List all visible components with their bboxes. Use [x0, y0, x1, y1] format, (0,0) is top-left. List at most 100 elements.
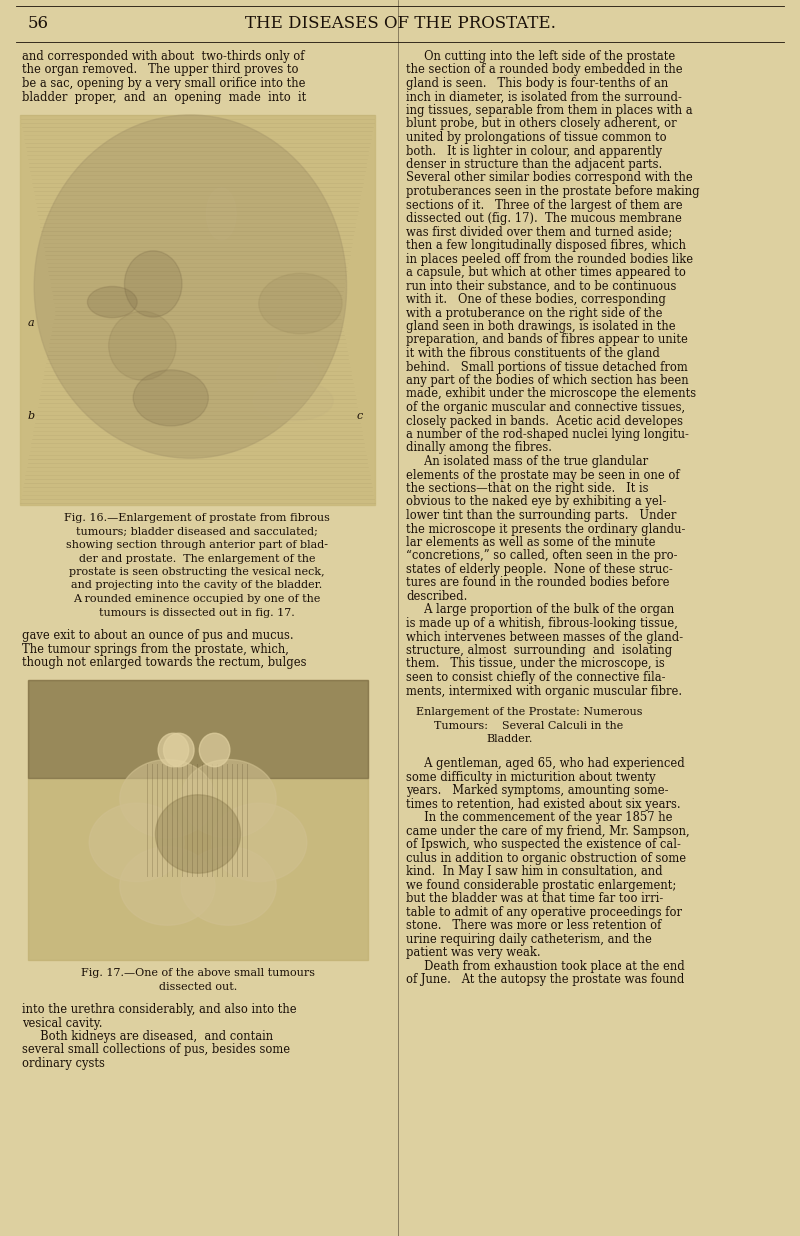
Text: prostate is seen obstructing the vesical neck,: prostate is seen obstructing the vesical…	[69, 567, 325, 577]
Text: obvious to the naked eye by exhibiting a yel-: obvious to the naked eye by exhibiting a…	[406, 496, 666, 508]
Text: with it.   One of these bodies, corresponding: with it. One of these bodies, correspond…	[406, 293, 666, 307]
Bar	[28, 680, 368, 960]
Ellipse shape	[206, 188, 236, 240]
Text: tures are found in the rounded bodies before: tures are found in the rounded bodies be…	[406, 576, 670, 590]
Text: run into their substance, and to be continuous: run into their substance, and to be cont…	[406, 279, 677, 293]
Text: Bladder.: Bladder.	[486, 734, 533, 744]
Text: it with the fibrous constituents of the gland: it with the fibrous constituents of the …	[406, 347, 660, 360]
Text: Fig. 16.—Enlargement of prostate from fibrous: Fig. 16.—Enlargement of prostate from fi…	[64, 513, 330, 523]
Bar	[20, 115, 375, 506]
Text: patient was very weak.: patient was very weak.	[406, 947, 541, 959]
Text: the organ removed.   The upper third proves to: the organ removed. The upper third prove…	[22, 63, 299, 77]
Text: ments, intermixed with organic muscular fibre.: ments, intermixed with organic muscular …	[406, 685, 682, 697]
Ellipse shape	[258, 273, 342, 334]
Ellipse shape	[181, 847, 276, 926]
Text: structure, almost  surrounding  and  isolating: structure, almost surrounding and isolat…	[406, 644, 673, 658]
Text: An isolated mass of the true glandular: An isolated mass of the true glandular	[406, 455, 649, 468]
Text: dinally among the fibres.: dinally among the fibres.	[406, 441, 552, 455]
Text: a: a	[28, 318, 34, 328]
Text: denser in structure than the adjacent parts.: denser in structure than the adjacent pa…	[406, 158, 662, 171]
Text: Enlargement of the Prostate: Numerous: Enlargement of the Prostate: Numerous	[416, 707, 643, 717]
Text: united by prolongations of tissue common to: united by prolongations of tissue common…	[406, 131, 667, 145]
Ellipse shape	[90, 803, 184, 881]
Text: made, exhibit under the microscope the elements: made, exhibit under the microscope the e…	[406, 388, 697, 400]
Text: several small collections of pus, besides some: several small collections of pus, beside…	[22, 1043, 290, 1057]
Text: culus in addition to organic obstruction of some: culus in addition to organic obstruction…	[406, 852, 686, 865]
Text: closely packed in bands.  Acetic acid developes: closely packed in bands. Acetic acid dev…	[406, 414, 683, 428]
Text: The tumour springs from the prostate, which,: The tumour springs from the prostate, wh…	[22, 643, 290, 655]
Text: of the organic muscular and connective tissues,: of the organic muscular and connective t…	[406, 400, 686, 414]
Text: dissected out (fig. 17).  The mucous membrane: dissected out (fig. 17). The mucous memb…	[406, 213, 682, 225]
Text: seen to consist chiefly of the connective fila-: seen to consist chiefly of the connectiv…	[406, 671, 666, 684]
Text: we found considerable prostatic enlargement;: we found considerable prostatic enlargem…	[406, 879, 677, 892]
Text: In the commencement of the year 1857 he: In the commencement of the year 1857 he	[406, 811, 673, 824]
Text: vesical cavity.: vesical cavity.	[22, 1016, 103, 1030]
Text: “concretions,” so called, often seen in the pro-: “concretions,” so called, often seen in …	[406, 550, 678, 562]
Text: lower tint than the surrounding parts.   Under: lower tint than the surrounding parts. U…	[406, 509, 677, 522]
Text: A gentleman, aged 65, who had experienced: A gentleman, aged 65, who had experience…	[406, 758, 685, 770]
Text: 56: 56	[28, 16, 49, 32]
Text: blunt probe, but in others closely adherent, or: blunt probe, but in others closely adher…	[406, 117, 677, 131]
Text: the section of a rounded body embedded in the: the section of a rounded body embedded i…	[406, 63, 683, 77]
Text: behind.   Small portions of tissue detached from: behind. Small portions of tissue detache…	[406, 361, 688, 373]
Text: some difficulty in micturition about twenty: some difficulty in micturition about twe…	[406, 771, 656, 784]
Text: dissected out.: dissected out.	[159, 981, 237, 991]
Text: a capsule, but which at other times appeared to: a capsule, but which at other times appe…	[406, 266, 686, 279]
Text: times to retention, had existed about six years.: times to retention, had existed about si…	[406, 798, 681, 811]
Text: A rounded eminence occupied by one of the: A rounded eminence occupied by one of th…	[74, 595, 321, 604]
Ellipse shape	[34, 115, 346, 459]
Text: preparation, and bands of fibres appear to unite: preparation, and bands of fibres appear …	[406, 334, 688, 346]
Text: inch in diameter, is isolated from the surround-: inch in diameter, is isolated from the s…	[406, 90, 682, 104]
Text: Death from exhaustion took place at the end: Death from exhaustion took place at the …	[406, 960, 685, 973]
Text: b: b	[28, 412, 35, 421]
Text: described.: described.	[406, 590, 468, 603]
Ellipse shape	[163, 733, 194, 766]
Text: and corresponded with about  two-thirds only of: and corresponded with about two-thirds o…	[22, 49, 305, 63]
Ellipse shape	[125, 251, 182, 318]
Text: tumours; bladder diseased and sacculated;: tumours; bladder diseased and sacculated…	[76, 527, 318, 536]
Ellipse shape	[253, 381, 333, 420]
Text: der and prostate.  The enlargement of the: der and prostate. The enlargement of the	[78, 554, 315, 564]
Ellipse shape	[120, 847, 215, 926]
Text: table to admit of any operative proceedings for: table to admit of any operative proceedi…	[406, 906, 682, 918]
Text: ing tissues, separable from them in places with a: ing tissues, separable from them in plac…	[406, 104, 693, 117]
Text: A large proportion of the bulk of the organ: A large proportion of the bulk of the or…	[406, 603, 674, 617]
Ellipse shape	[120, 760, 215, 838]
Text: gland is seen.   This body is four-tenths of an: gland is seen. This body is four-tenths …	[406, 77, 669, 90]
Text: ordinary cysts: ordinary cysts	[22, 1057, 106, 1070]
Text: the sections—that on the right side.   It is: the sections—that on the right side. It …	[406, 482, 649, 494]
Text: kind.  In May I saw him in consultation, and: kind. In May I saw him in consultation, …	[406, 865, 663, 879]
Text: Fig. 17.—One of the above small tumours: Fig. 17.—One of the above small tumours	[81, 968, 315, 978]
Bar	[28, 680, 368, 777]
Text: Tumours:    Several Calculi in the: Tumours: Several Calculi in the	[434, 721, 624, 730]
Text: states of elderly people.  None of these struc-: states of elderly people. None of these …	[406, 564, 673, 576]
Text: the microscope it presents the ordinary glandu-: the microscope it presents the ordinary …	[406, 523, 686, 535]
Text: which intervenes between masses of the gland-: which intervenes between masses of the g…	[406, 630, 683, 644]
Text: in places peeled off from the rounded bodies like: in places peeled off from the rounded bo…	[406, 252, 694, 266]
Text: Both kidneys are diseased,  and contain: Both kidneys are diseased, and contain	[22, 1030, 274, 1043]
Text: gave exit to about an ounce of pus and mucus.: gave exit to about an ounce of pus and m…	[22, 629, 294, 641]
Text: stone.   There was more or less retention of: stone. There was more or less retention …	[406, 920, 662, 932]
Text: lar elements as well as some of the minute: lar elements as well as some of the minu…	[406, 536, 656, 549]
Text: both.   It is lighter in colour, and apparently: both. It is lighter in colour, and appar…	[406, 145, 662, 157]
Text: them.   This tissue, under the microscope, is: them. This tissue, under the microscope,…	[406, 658, 665, 670]
Ellipse shape	[211, 803, 307, 881]
Text: is made up of a whitish, fibrous-looking tissue,: is made up of a whitish, fibrous-looking…	[406, 617, 678, 630]
Ellipse shape	[158, 733, 189, 766]
Text: then a few longitudinally disposed fibres, which: then a few longitudinally disposed fibre…	[406, 239, 686, 252]
Text: though not enlarged towards the rectum, bulges: though not enlarged towards the rectum, …	[22, 656, 307, 669]
Text: with a protuberance on the right side of the: with a protuberance on the right side of…	[406, 307, 663, 319]
Ellipse shape	[109, 311, 176, 381]
Text: of June.   At the autopsy the prostate was found: of June. At the autopsy the prostate was…	[406, 974, 685, 986]
Text: came under the care of my friend, Mr. Sampson,: came under the care of my friend, Mr. Sa…	[406, 824, 690, 838]
Text: gland seen in both drawings, is isolated in the: gland seen in both drawings, is isolated…	[406, 320, 676, 332]
Text: be a sac, opening by a very small orifice into the: be a sac, opening by a very small orific…	[22, 77, 306, 90]
Text: and projecting into the cavity of the bladder.: and projecting into the cavity of the bl…	[71, 581, 322, 591]
Text: protuberances seen in the prostate before making: protuberances seen in the prostate befor…	[406, 185, 700, 198]
Text: elements of the prostate may be seen in one of: elements of the prostate may be seen in …	[406, 468, 680, 482]
Text: a number of the rod-shaped nuclei lying longitu-: a number of the rod-shaped nuclei lying …	[406, 428, 690, 441]
Ellipse shape	[181, 760, 276, 838]
Text: urine requiring daily catheterism, and the: urine requiring daily catheterism, and t…	[406, 933, 652, 946]
Text: but the bladder was at that time far too irri-: but the bladder was at that time far too…	[406, 892, 664, 906]
Text: c: c	[357, 412, 363, 421]
